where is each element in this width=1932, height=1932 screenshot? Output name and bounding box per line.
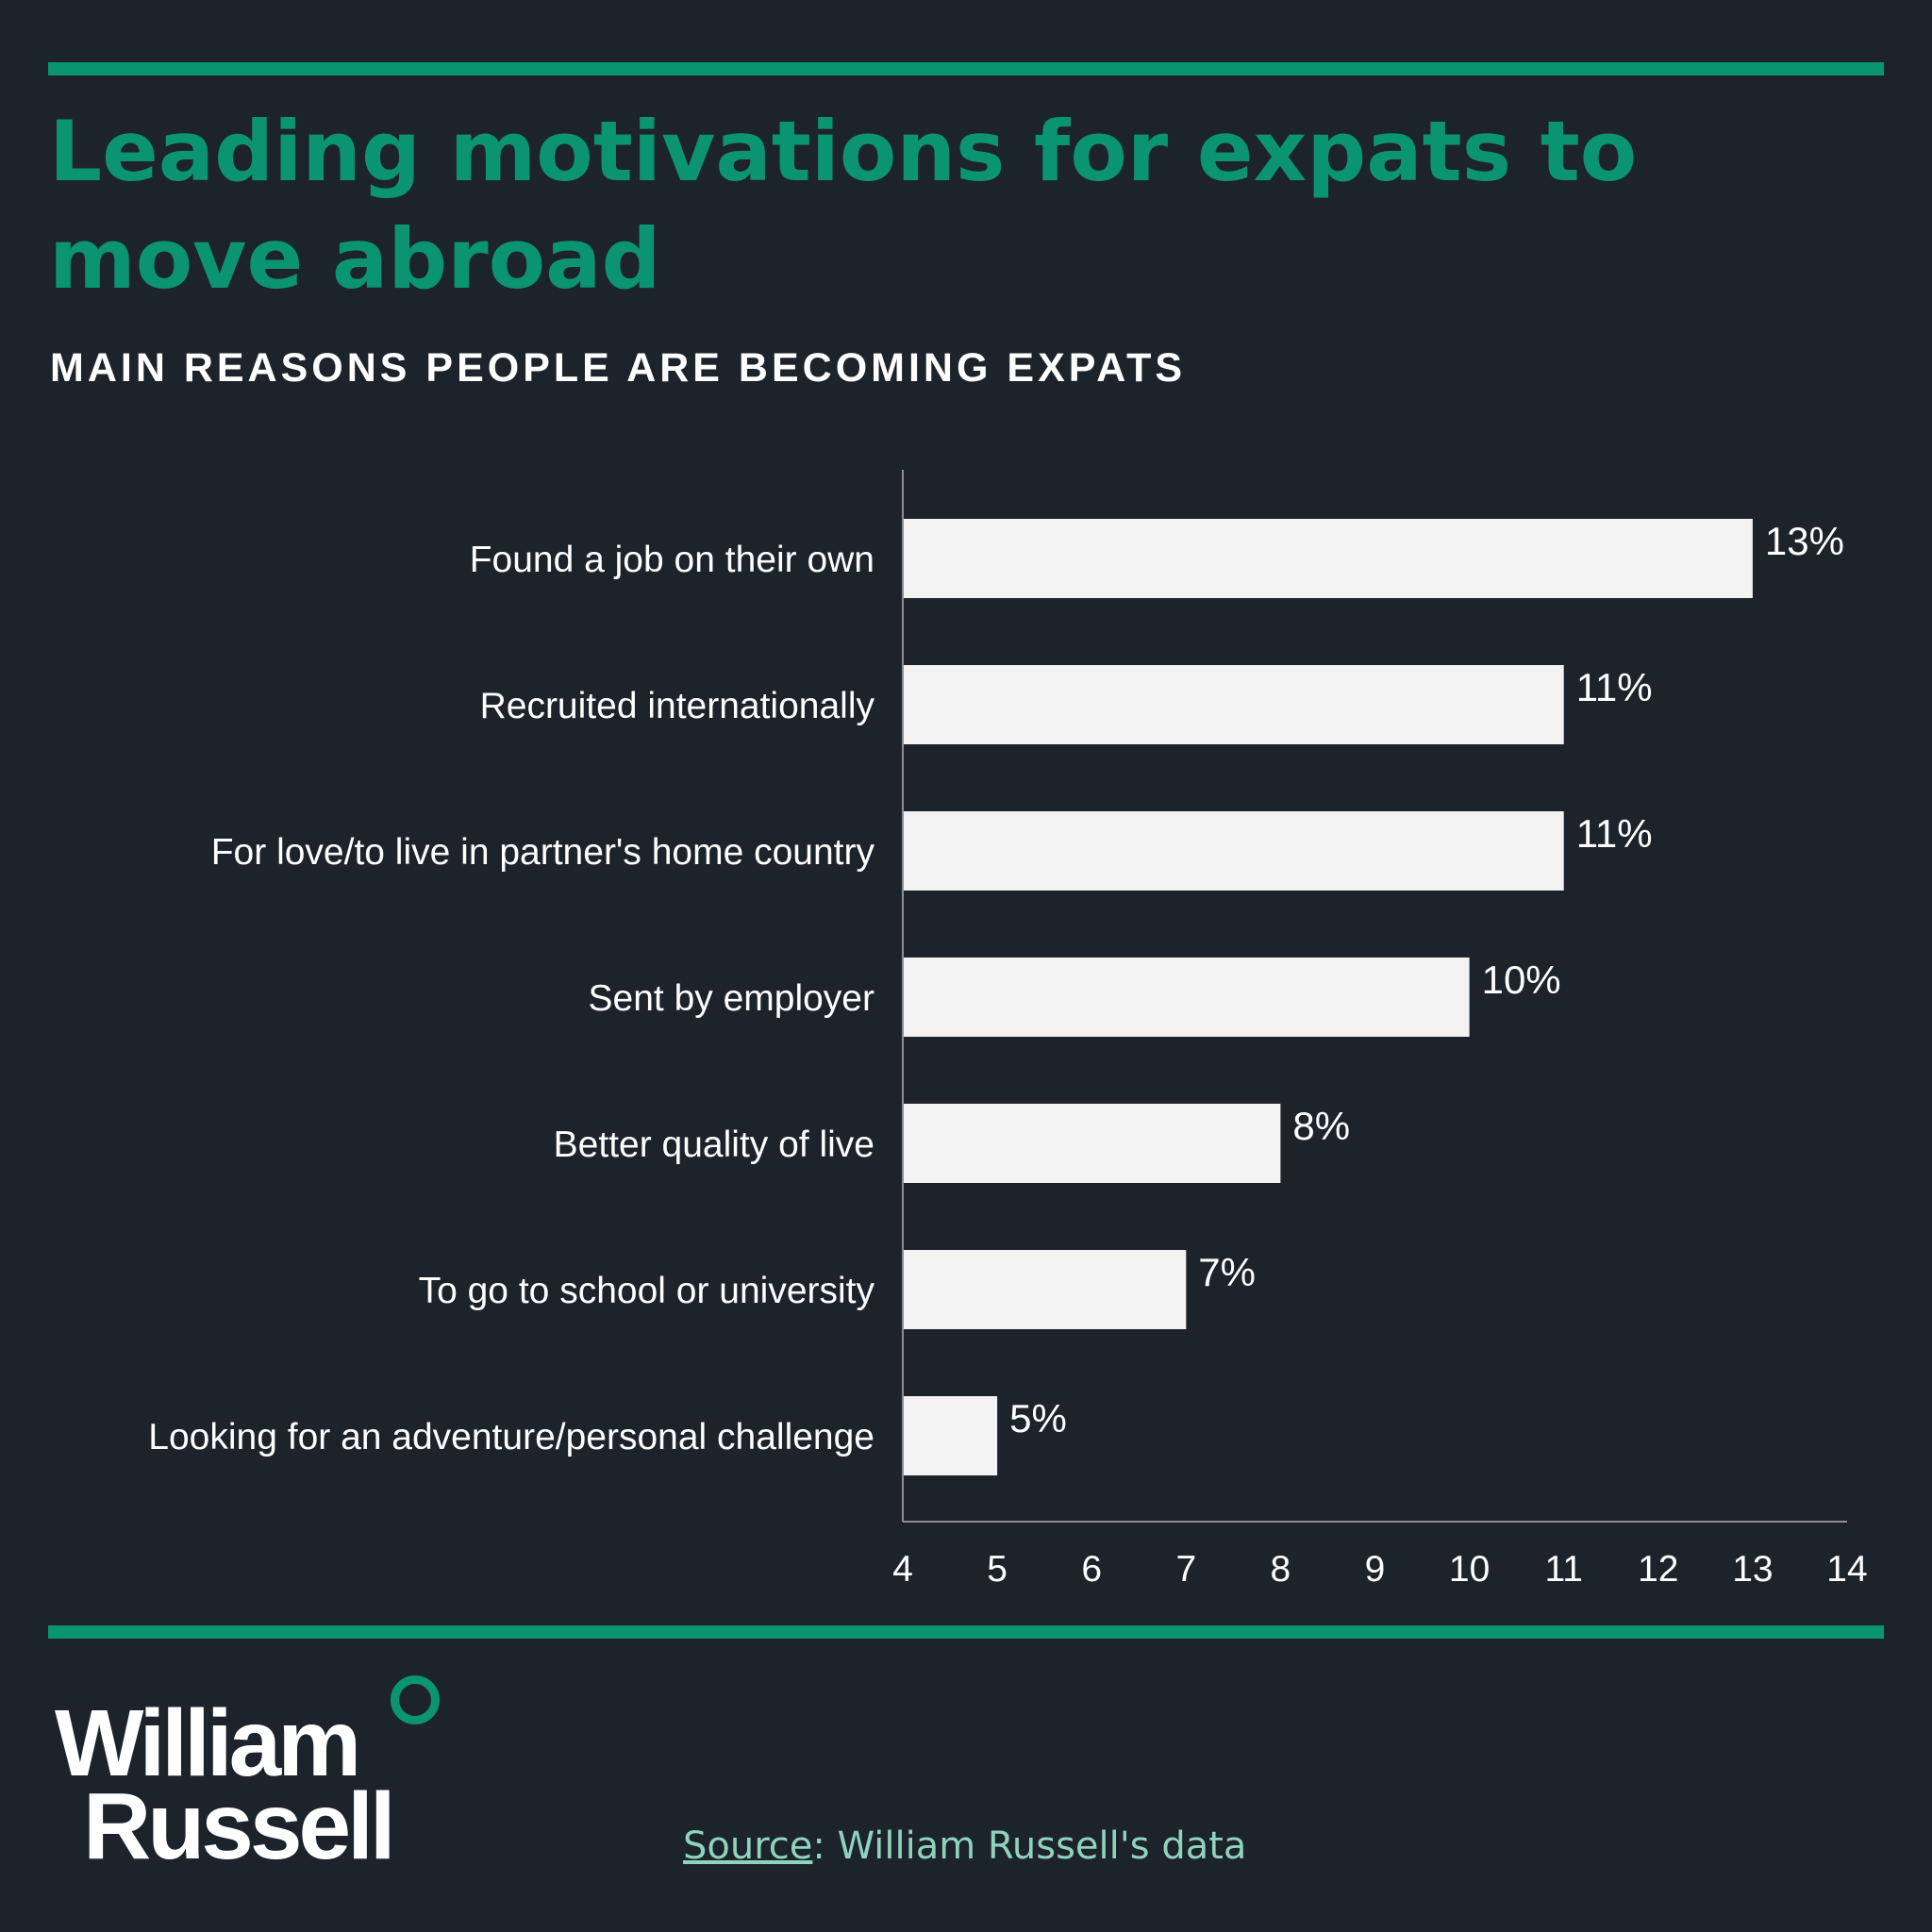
logo-text-line-2: Russell — [83, 1774, 396, 1879]
logo-text-line-1: William — [55, 1690, 361, 1796]
bars-group — [903, 519, 1753, 1475]
x-tick-label: 12 — [1638, 1549, 1678, 1590]
value-label: 10% — [1482, 958, 1561, 1002]
x-tick-label: 4 — [892, 1549, 913, 1590]
category-label: To go to school or university — [419, 1271, 875, 1311]
category-label: Found a job on their own — [470, 540, 874, 580]
x-tick-label: 10 — [1449, 1549, 1490, 1590]
value-label: 11% — [1576, 811, 1653, 856]
william-russell-logo: William Russell — [55, 1670, 451, 1877]
source-link[interactable]: Source — [683, 1824, 813, 1868]
top-accent-rule — [48, 62, 1884, 75]
source-text: : William Russell's data — [812, 1824, 1247, 1868]
x-tick-label: 7 — [1175, 1549, 1196, 1590]
category-label: Sent by employer — [589, 978, 875, 1019]
bottom-accent-rule — [48, 1625, 1884, 1639]
category-label: Better quality of live — [554, 1124, 874, 1165]
category-label: Looking for an adventure/personal challe… — [148, 1417, 874, 1457]
x-tick-label: 11 — [1544, 1549, 1583, 1590]
bar — [903, 1396, 998, 1475]
x-tick-label: 13 — [1732, 1549, 1773, 1590]
source-note: Source: William Russell's data — [683, 1824, 1246, 1868]
value-label: 7% — [1198, 1250, 1256, 1294]
bar — [903, 958, 1470, 1037]
bar — [903, 665, 1564, 744]
bar — [903, 519, 1753, 598]
x-tick-label: 9 — [1365, 1549, 1386, 1590]
bar — [903, 811, 1564, 891]
logo-ring-icon — [391, 1675, 440, 1724]
value-label: 5% — [1009, 1396, 1067, 1441]
chart-subtitle: MAIN REASONS PEOPLE ARE BECOMING EXPATS — [50, 345, 1187, 391]
x-tick-label: 5 — [987, 1549, 1008, 1590]
value-label: 13% — [1765, 519, 1844, 563]
category-label: Recruited internationally — [480, 686, 875, 726]
x-tick-label: 6 — [1081, 1549, 1102, 1590]
category-labels-group: Found a job on their own Recruited intern… — [148, 540, 874, 1457]
x-tick-label: 14 — [1826, 1549, 1867, 1590]
bar-chart: Found a job on their own Recruited intern… — [148, 470, 1868, 1590]
chart-title: Leading motivations for expats to move a… — [49, 103, 1638, 308]
value-label: 8% — [1292, 1104, 1350, 1148]
category-label: For love/to live in partner's home count… — [211, 832, 875, 873]
x-tick-labels-group: 4 5 6 7 8 9 10 11 12 13 14 — [892, 1549, 1868, 1590]
value-labels-group: 13% 11% 11% 10% 8% 7% 5% — [1009, 519, 1844, 1441]
bar — [903, 1250, 1187, 1329]
x-tick-label: 8 — [1271, 1549, 1291, 1590]
bar — [903, 1104, 1281, 1183]
value-label: 11% — [1576, 665, 1653, 709]
